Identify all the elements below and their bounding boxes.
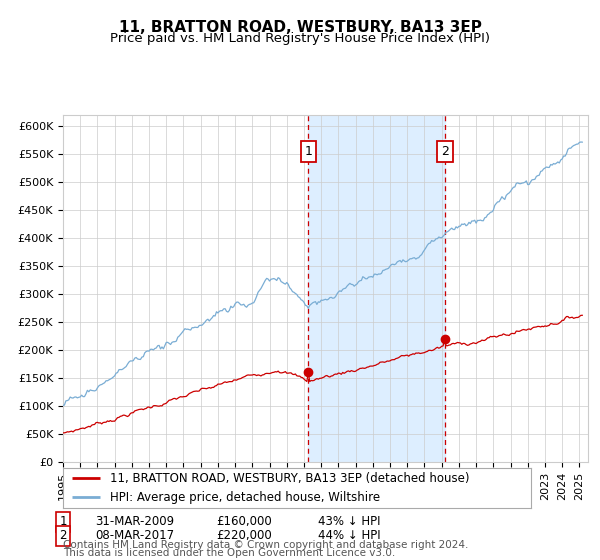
Text: HPI: Average price, detached house, Wiltshire: HPI: Average price, detached house, Wilt… [110, 491, 380, 503]
Text: Price paid vs. HM Land Registry's House Price Index (HPI): Price paid vs. HM Land Registry's House … [110, 32, 490, 45]
Text: 1: 1 [304, 144, 312, 158]
Text: 11, BRATTON ROAD, WESTBURY, BA13 3EP: 11, BRATTON ROAD, WESTBURY, BA13 3EP [119, 20, 481, 35]
Text: 31-MAR-2009: 31-MAR-2009 [95, 515, 174, 529]
Text: 2: 2 [441, 144, 449, 158]
Text: 2: 2 [59, 529, 67, 543]
Text: 43% ↓ HPI: 43% ↓ HPI [318, 515, 380, 529]
Text: 08-MAR-2017: 08-MAR-2017 [95, 529, 174, 543]
Text: £220,000: £220,000 [216, 529, 272, 543]
Text: 11, BRATTON ROAD, WESTBURY, BA13 3EP (detached house): 11, BRATTON ROAD, WESTBURY, BA13 3EP (de… [110, 472, 469, 485]
Text: Contains HM Land Registry data © Crown copyright and database right 2024.: Contains HM Land Registry data © Crown c… [63, 540, 469, 550]
Text: £160,000: £160,000 [216, 515, 272, 529]
Bar [308, 115, 445, 462]
Text: This data is licensed under the Open Government Licence v3.0.: This data is licensed under the Open Gov… [63, 548, 395, 558]
Text: 1: 1 [59, 515, 67, 529]
Text: 44% ↓ HPI: 44% ↓ HPI [318, 529, 380, 543]
